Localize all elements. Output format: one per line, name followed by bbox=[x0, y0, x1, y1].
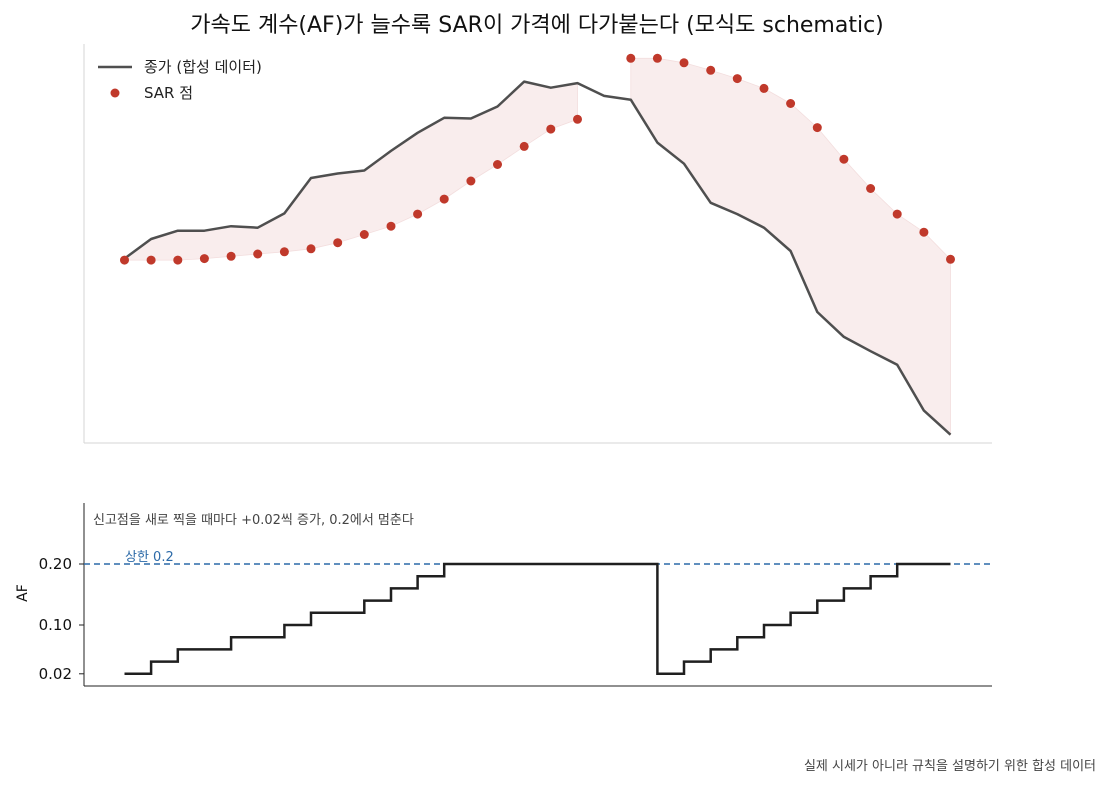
sar-point bbox=[279, 247, 289, 257]
chart-title: 가속도 계수(AF)가 늘수록 SAR이 가격에 다가붙는다 (모식도 sche… bbox=[190, 13, 884, 38]
sar-point bbox=[652, 53, 662, 63]
sar-point bbox=[439, 194, 449, 204]
sar-point bbox=[919, 227, 929, 237]
af-panel: 신고점을 새로 찍을 때마다 +0.02씩 증가, 0.2에서 멈춘다 상한 0… bbox=[15, 503, 992, 687]
sar-point bbox=[146, 255, 156, 265]
sar-point bbox=[199, 254, 209, 264]
af-y-axis-label: AF bbox=[15, 584, 31, 602]
sar-point bbox=[120, 255, 129, 265]
sar-point bbox=[226, 251, 236, 261]
sar-point bbox=[173, 255, 183, 265]
sar-point bbox=[413, 209, 423, 219]
sar-point bbox=[946, 254, 955, 264]
sar-point bbox=[759, 83, 769, 93]
af-cap-label: 상한 0.2 bbox=[125, 550, 174, 565]
sar-points bbox=[120, 53, 955, 265]
price-sar-gap-fill bbox=[124, 57, 951, 436]
sar-point bbox=[732, 74, 742, 84]
sar-point bbox=[386, 221, 396, 231]
legend-price-label: 종가 (합성 데이터) bbox=[144, 58, 262, 76]
af-y-tick-label: 0.20 bbox=[39, 555, 72, 573]
sar-point bbox=[812, 123, 822, 133]
af-step-line bbox=[124, 562, 951, 676]
sar-point bbox=[573, 114, 582, 124]
sar-point bbox=[706, 65, 716, 75]
price-sar-panel: 종가 (합성 데이터) SAR 점 bbox=[83, 44, 992, 444]
legend-sar-label: SAR 점 bbox=[144, 84, 193, 102]
legend: 종가 (합성 데이터) SAR 점 bbox=[98, 58, 262, 102]
sar-point bbox=[359, 230, 369, 239]
price-line bbox=[123, 80, 952, 436]
sar-point bbox=[679, 58, 689, 68]
sar-point bbox=[253, 249, 263, 259]
sar-point bbox=[306, 244, 316, 254]
sar-point bbox=[839, 154, 849, 164]
sar-point bbox=[866, 184, 876, 193]
sar-point bbox=[466, 176, 476, 186]
af-y-tick-label: 0.10 bbox=[39, 616, 72, 634]
sar-point bbox=[546, 124, 556, 134]
af-y-ticks: 0.02 0.10 0.20 bbox=[39, 555, 84, 683]
sar-point bbox=[493, 160, 502, 169]
sar-point bbox=[892, 209, 902, 219]
af-y-tick-label: 0.02 bbox=[39, 665, 72, 683]
sar-point bbox=[626, 53, 636, 63]
sar-point bbox=[786, 99, 796, 108]
footer-note: 실제 시세가 아니라 규칙을 설명하기 위한 합성 데이터 bbox=[804, 759, 1096, 774]
sar-point bbox=[519, 141, 529, 151]
legend-sar-swatch bbox=[110, 88, 120, 98]
sar-point bbox=[333, 238, 343, 248]
af-annotation: 신고점을 새로 찍을 때마다 +0.02씩 증가, 0.2에서 멈춘다 bbox=[93, 513, 414, 528]
